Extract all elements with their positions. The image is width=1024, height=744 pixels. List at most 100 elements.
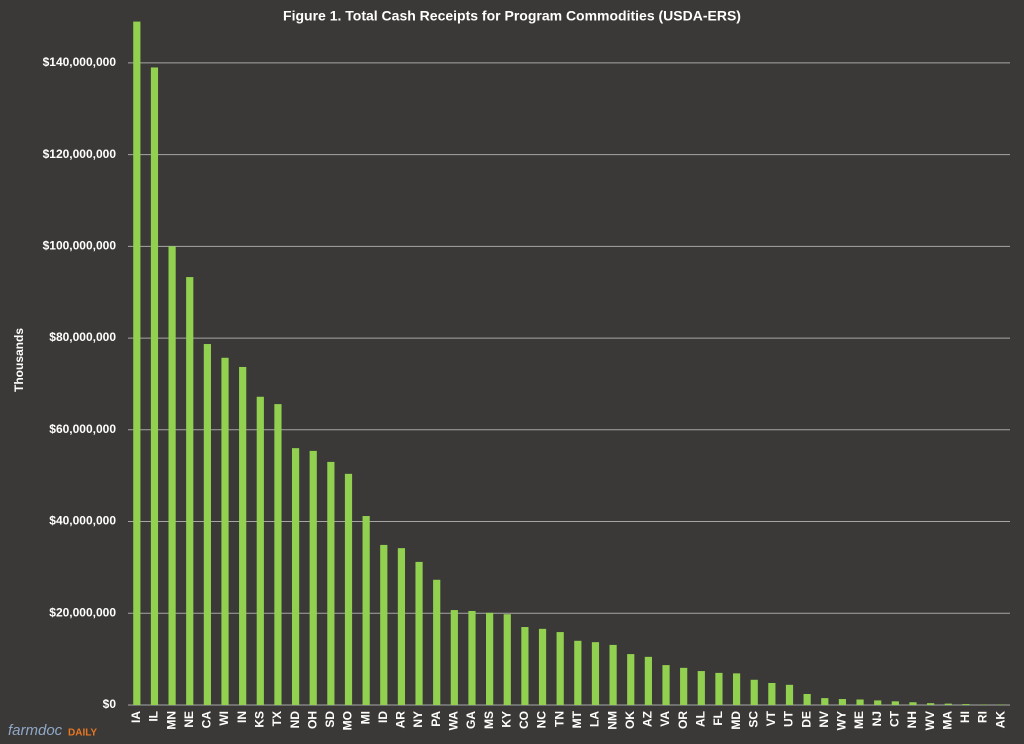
x-tick-label: MT [570,710,584,728]
y-tick-label: $80,000,000 [49,330,116,344]
bar [327,461,335,705]
y-tick-label: $0 [103,697,117,711]
y-tick-label: $40,000,000 [49,514,116,528]
bar [821,698,829,705]
bar [309,450,317,705]
y-tick-label: $20,000,000 [49,605,116,619]
x-tick-label: AR [394,711,408,729]
x-tick-label: CT [888,710,902,727]
bar [538,628,547,705]
x-tick-label: GA [464,711,478,729]
bar [609,644,617,705]
x-tick-label: VT [764,710,778,726]
bar [644,656,652,705]
bar [944,703,952,705]
bar [133,21,141,705]
bar [344,473,353,705]
x-tick-label: NC [535,711,549,729]
x-tick-label: WI [217,711,231,726]
x-tick-label: SD [323,711,337,728]
x-tick-label: CA [200,711,214,729]
bar [239,366,247,705]
x-tick-label: TX [270,711,284,726]
x-tick-label: MN [164,711,178,730]
x-tick-label: IA [129,711,143,723]
x-tick-label: AZ [641,711,655,727]
bar [803,693,811,705]
x-tick-label: MD [729,711,743,730]
x-tick-label: AK [993,711,1007,729]
x-tick-label: NE [182,711,196,728]
x-tick-label: NM [605,711,619,730]
x-tick-label: WV [923,711,937,730]
bar [785,684,794,705]
bar [856,699,864,705]
brand-name: farmdoc [8,722,63,739]
bar [697,671,705,705]
x-tick-label: OK [623,711,637,729]
x-tick-label: MI [358,711,372,724]
bar [574,640,582,705]
bar [680,667,688,705]
x-tick-label: FL [711,711,725,726]
bar [415,561,423,705]
chart-title: Figure 1. Total Cash Receipts for Progra… [283,8,741,24]
brand-suffix: DAILY [68,728,97,739]
x-tick-label: VA [658,711,672,727]
x-tick-label: ND [288,711,302,729]
bar [962,704,970,705]
bar [380,544,388,705]
bar [521,627,529,705]
bar [627,654,635,705]
x-tick-label: CO [517,711,531,729]
bar [768,682,776,705]
x-tick-label: IL [147,711,161,722]
x-tick-label: MO [341,711,355,730]
bar [186,277,194,705]
x-tick-label: NY [411,711,425,728]
bar [433,579,441,705]
x-tick-label: OH [305,711,319,729]
x-tick-label: MA [940,711,954,730]
y-tick-label: $60,000,000 [49,422,116,436]
y-axis-title: Thousands [12,328,26,392]
bar [486,612,494,705]
bar [909,702,917,705]
x-tick-label: ID [376,711,390,723]
bar [274,404,282,705]
x-tick-label: UT [782,710,796,727]
x-tick-label: WY [835,711,849,730]
bar [221,357,229,705]
x-tick-label: RI [976,711,990,723]
bar [503,614,511,705]
x-tick-label: KY [499,711,513,728]
bar [556,632,564,705]
bar [732,673,741,705]
y-tick-label: $120,000,000 [43,147,117,161]
bar [291,448,300,705]
bar [203,344,211,705]
x-tick-label: HI [958,711,972,723]
bar [397,548,406,705]
bar [715,672,723,705]
x-tick-label: DE [799,711,813,728]
x-tick-label: ME [852,711,866,729]
bar [168,246,176,706]
x-tick-label: KS [252,711,266,728]
x-tick-label: OR [676,711,690,729]
bar [927,703,935,705]
bar [468,610,476,705]
bar [874,700,882,705]
bar [362,516,370,705]
bar [891,701,899,705]
x-tick-label: PA [429,711,443,727]
bar [450,610,458,705]
x-tick-label: LA [588,711,602,727]
y-tick-label: $100,000,000 [43,239,117,253]
bar [150,67,159,706]
bar [750,679,758,705]
bar [662,665,670,705]
x-tick-label: SC [746,711,760,728]
x-tick-label: IN [235,711,249,723]
